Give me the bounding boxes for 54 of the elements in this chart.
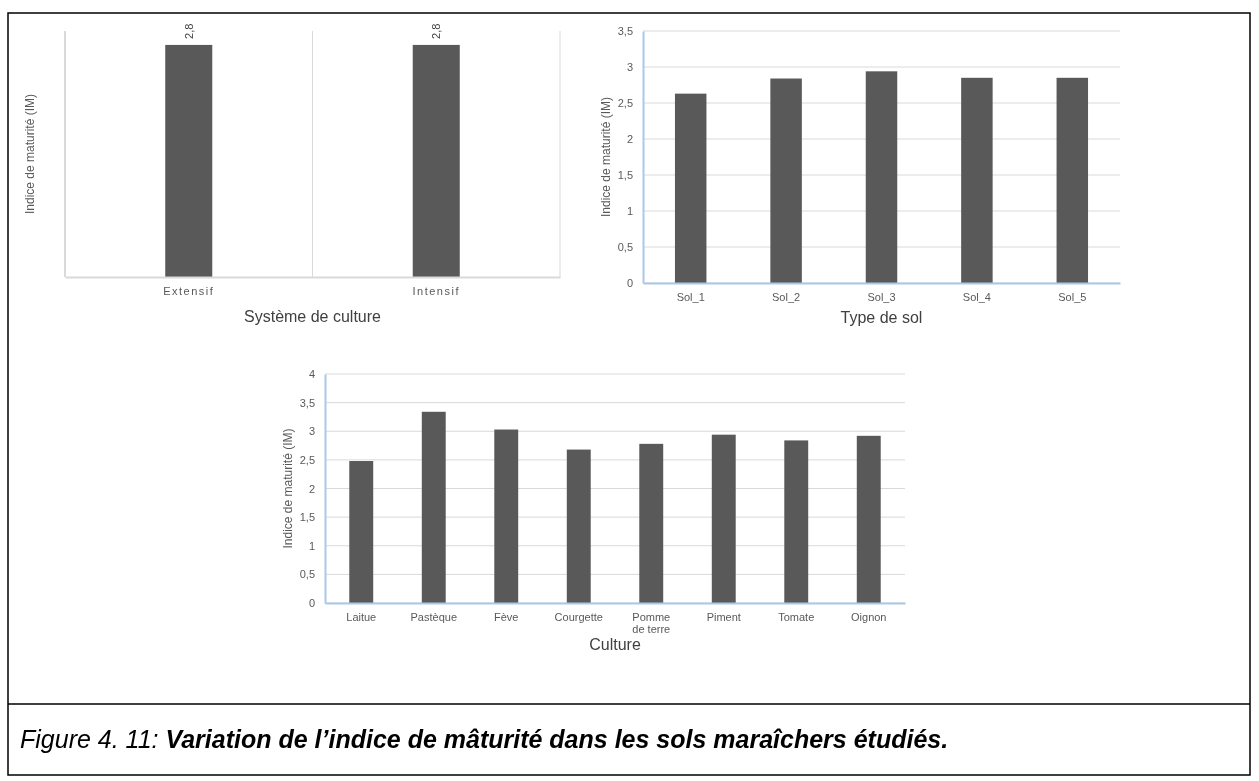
x-axis-title: Culture (589, 636, 641, 653)
bar (566, 449, 591, 603)
bar (711, 434, 736, 603)
y-axis-title: Indice de maturité (IM) (281, 428, 295, 549)
y-tick-label: 3,5 (617, 25, 633, 38)
x-tick-label: Pastèque (410, 610, 457, 623)
x-tick-label: Sol_4 (962, 290, 991, 303)
bar (961, 77, 993, 283)
x-tick-label: Sol_1 (676, 290, 705, 303)
y-tick-label: 0 (626, 277, 633, 290)
y-tick-label: 0,5 (617, 241, 633, 254)
y-tick-label: 1,5 (299, 511, 315, 524)
x-tick-label: Tomate (778, 610, 815, 623)
bar (639, 443, 664, 603)
bar (770, 78, 802, 283)
y-tick-label: 1 (308, 539, 315, 552)
data-label: 2,8 (430, 23, 443, 39)
y-tick-label: 3 (626, 61, 633, 74)
bar (349, 461, 374, 603)
x-tick-label: Laitue (346, 610, 377, 623)
bar (1056, 77, 1089, 283)
x-axis-title: Type de sol (840, 309, 923, 326)
x-tick-label: Sol_3 (867, 290, 896, 303)
bar (674, 93, 707, 283)
x-tick-label: Sol_5 (1058, 290, 1087, 303)
x-tick-label: Intensif (412, 284, 460, 297)
x-tick-label: Piment (706, 610, 741, 623)
bar (856, 435, 881, 603)
bar (784, 440, 809, 603)
y-tick-label: 4 (308, 368, 315, 381)
x-tick-label: Oignon (851, 610, 887, 623)
y-tick-label: 2 (308, 482, 315, 495)
y-axis-title: Indice de maturité (IM) (599, 96, 613, 218)
x-tick-label: Extensif (163, 284, 215, 297)
data-label: 2,8 (182, 23, 195, 39)
y-tick-label: 2 (626, 133, 633, 146)
y-tick-label: 2,5 (617, 97, 633, 110)
x-tick-label: Sol_2 (772, 290, 801, 303)
y-tick-label: 0 (308, 597, 315, 610)
bar (421, 411, 446, 603)
y-tick-label: 0,5 (299, 568, 315, 581)
y-tick-label: 1 (626, 205, 633, 218)
x-axis-title: Système de culture (244, 308, 382, 325)
y-axis-title: Indice de maturité (IM) (23, 93, 37, 215)
bar (865, 71, 898, 283)
y-tick-label: 1,5 (617, 169, 633, 182)
y-tick-label: 2,5 (299, 453, 315, 466)
y-tick-label: 3 (308, 425, 315, 438)
x-tick-label: Fève (494, 610, 519, 623)
bar (494, 429, 519, 603)
y-tick-label: 3,5 (299, 396, 315, 409)
x-tick-label: Pomme de terre (632, 610, 671, 636)
caption: Figure 4. 11: Variation de l’indice de mâturité dans les sols maraîchers étudiés. (20, 725, 949, 753)
x-tick-label: Courgette (554, 610, 603, 623)
